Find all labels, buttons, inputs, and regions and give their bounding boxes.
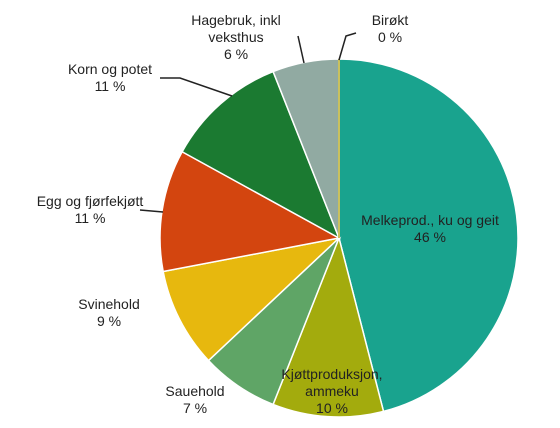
category-label: Melkeprod., ku og geit [361,212,499,228]
pie-slice [338,58,519,413]
leader-line [297,35,305,64]
category-label: Hagebruk, inkl veksthus [191,12,281,45]
pie-slice [272,235,385,418]
pie-slice [162,236,342,362]
category-label: Birøkt [371,12,409,28]
slice-label: Kjøttproduksjon, ammeku 10 % [262,366,402,417]
category-label: Kjøttproduksjon, ammeku [281,366,383,399]
category-label: Svinehold [78,296,140,312]
leader-line [338,32,357,61]
slice-label: Korn og potet 11 % [50,61,170,95]
leader-line [160,77,233,97]
slice-label: Melkeprod., ku og geit 46 % [345,212,515,246]
value-label: 10 % [316,400,348,416]
slice-label: Birøkt 0 % [360,12,420,46]
slice-label: Svinehold 9 % [70,296,148,330]
pie-slice [159,150,342,273]
value-label: 0 % [377,29,403,45]
slice-label: Egg og fjørfekjøtt 11 % [10,193,170,227]
slice-label: Sauehold 7 % [160,383,230,417]
leader-line [139,209,164,213]
value-label: 11 % [94,78,126,94]
value-label: 7 % [182,400,208,416]
category-label: Korn og potet [67,61,153,77]
slice-label: Hagebruk, inkl veksthus 6 % [178,12,294,63]
value-label: 9 % [96,313,122,329]
category-label: Egg og fjørfekjøtt [36,193,144,209]
value-label: 6 % [223,46,249,62]
category-label: Sauehold [165,383,225,399]
value-label: 46 % [414,229,446,245]
pie-slice [181,70,341,240]
value-label: 11 % [74,210,106,226]
